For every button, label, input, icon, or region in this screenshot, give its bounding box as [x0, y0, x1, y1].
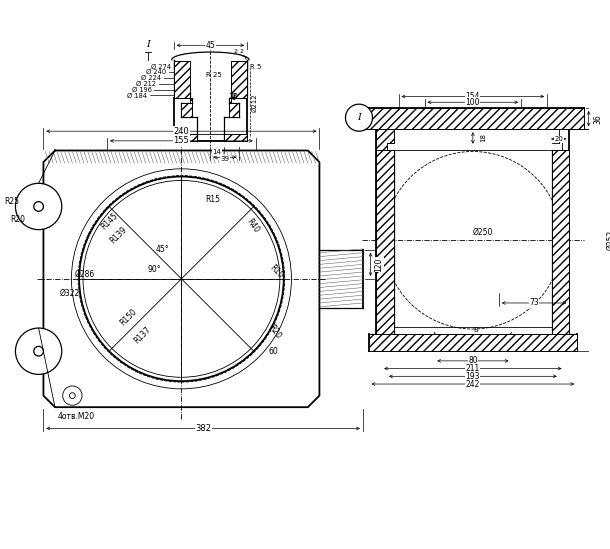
Text: 2: 2 [239, 49, 243, 54]
Text: I: I [357, 113, 361, 122]
Polygon shape [229, 98, 231, 103]
Text: R 25: R 25 [206, 72, 222, 78]
Text: 45: 45 [206, 41, 215, 50]
Text: 242: 242 [465, 379, 480, 389]
Polygon shape [368, 334, 577, 351]
Text: Ø322: Ø322 [60, 289, 80, 298]
Polygon shape [376, 150, 393, 334]
Polygon shape [229, 103, 239, 117]
Text: 193: 193 [465, 372, 480, 381]
Text: 45°: 45° [156, 245, 169, 254]
Text: 382: 382 [195, 424, 211, 433]
Circle shape [63, 386, 82, 405]
Text: R139: R139 [109, 225, 129, 245]
Text: R40: R40 [244, 217, 260, 234]
Text: Ø 224: Ø 224 [141, 75, 161, 81]
Circle shape [79, 177, 284, 381]
Text: 155: 155 [174, 136, 189, 145]
Polygon shape [231, 61, 247, 98]
Text: R145: R145 [99, 211, 120, 231]
Polygon shape [362, 108, 584, 129]
Text: Ø 274: Ø 274 [151, 64, 171, 70]
Text: Ø252: Ø252 [606, 230, 610, 250]
Text: R20: R20 [267, 323, 282, 340]
Text: 14: 14 [213, 149, 221, 155]
Polygon shape [181, 103, 192, 117]
Text: 120: 120 [375, 257, 384, 272]
Text: 240: 240 [174, 127, 189, 136]
Polygon shape [362, 129, 393, 150]
Circle shape [34, 201, 43, 211]
Circle shape [15, 328, 62, 374]
Text: R150: R150 [118, 307, 138, 328]
Text: Ø286: Ø286 [74, 270, 95, 278]
Circle shape [15, 183, 62, 229]
Text: I: I [146, 40, 149, 49]
Text: R15: R15 [206, 195, 221, 204]
Text: 73: 73 [529, 299, 539, 307]
Bar [162, 47, 259, 145]
Text: 39: 39 [220, 156, 229, 162]
Text: Ø212: Ø212 [252, 93, 258, 111]
Circle shape [34, 346, 43, 356]
Text: 18: 18 [481, 133, 487, 142]
Text: R20: R20 [10, 215, 25, 223]
Text: R10: R10 [268, 262, 285, 279]
Text: 8: 8 [473, 327, 478, 333]
Text: Ø 212: Ø 212 [136, 81, 156, 87]
Polygon shape [190, 98, 192, 103]
Text: Ø250: Ø250 [472, 228, 493, 237]
Text: 154: 154 [465, 92, 480, 101]
Text: R25: R25 [4, 197, 19, 206]
Text: R 5: R 5 [250, 64, 261, 70]
Text: 18: 18 [228, 93, 237, 99]
Polygon shape [552, 150, 569, 334]
Text: 4отв.М20: 4отв.М20 [58, 412, 95, 421]
Text: Ø 240: Ø 240 [146, 69, 166, 75]
Text: 10: 10 [229, 93, 238, 99]
Text: 2: 2 [234, 49, 237, 54]
Circle shape [345, 104, 373, 131]
Circle shape [70, 393, 75, 399]
Text: 211: 211 [466, 364, 480, 373]
Text: Ø 184: Ø 184 [127, 92, 146, 98]
Text: 60: 60 [268, 347, 278, 356]
Text: 36: 36 [594, 114, 603, 124]
Text: 80: 80 [468, 356, 478, 366]
Text: 100: 100 [465, 98, 480, 107]
Text: 20: 20 [554, 136, 563, 142]
Text: R137: R137 [132, 324, 153, 345]
Polygon shape [174, 61, 190, 98]
Polygon shape [174, 134, 197, 141]
Polygon shape [224, 134, 247, 141]
Text: Ø 196: Ø 196 [132, 87, 151, 93]
Text: 90°: 90° [148, 265, 161, 274]
